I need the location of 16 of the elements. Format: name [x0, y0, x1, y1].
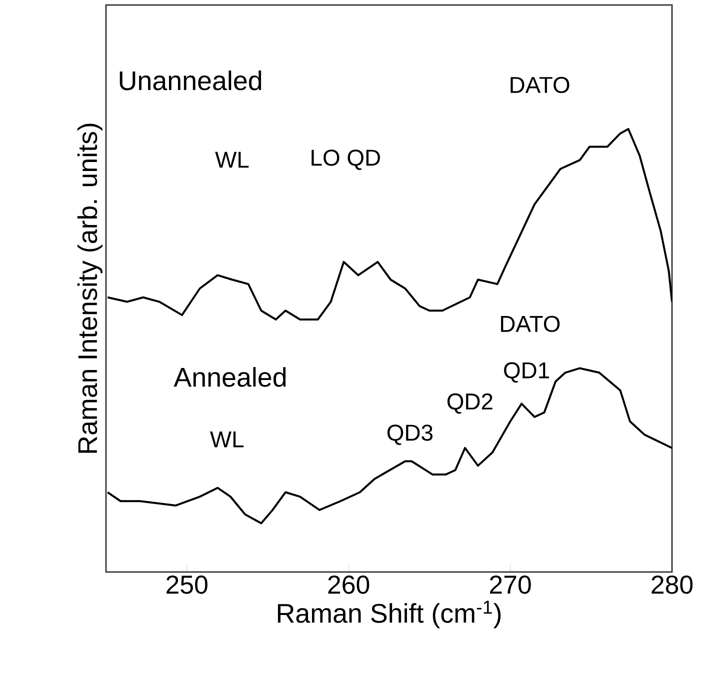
annotation: QD2 [447, 393, 492, 414]
x-tick-label: 260 [328, 576, 370, 594]
x-tick-label: 280 [652, 576, 693, 594]
annotation: WL [210, 431, 244, 448]
annotation: QD1 [504, 362, 549, 383]
annotation: DATO [501, 316, 560, 332]
annotation: QD3 [387, 424, 432, 445]
text: Unannealed [120, 70, 262, 90]
annotation: WL [215, 152, 249, 168]
y-axis-title: Raman Intensity (arb. units) [77, 124, 102, 453]
annotation: Annealed [174, 367, 286, 387]
text: DATO [510, 76, 570, 94]
annotation: LO QD [312, 150, 380, 170]
x-tick-label: 270 [490, 576, 531, 594]
x-tick-label: 250 [166, 576, 208, 594]
x-axis-title: Raman Shift (cm$^{-1}$) [278, 600, 501, 628]
